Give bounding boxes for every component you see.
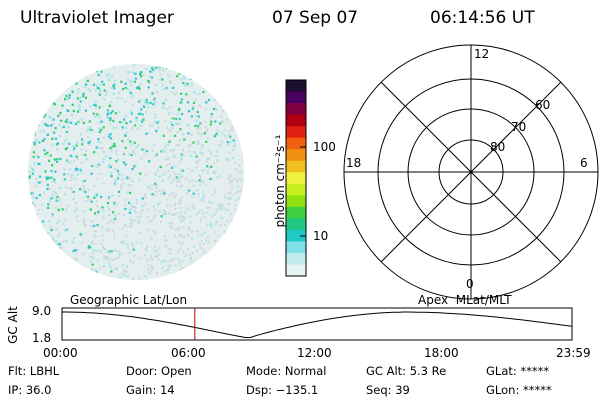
colorbar-segment [286,229,306,243]
colorbar-segment [286,195,306,208]
lat-label-80: 80 [490,140,506,154]
colorbar-segment [286,149,306,162]
colorbar-segment [286,264,306,277]
gc-alt-info: GC Alt: 5.3 Re [366,364,447,378]
y-tick-bottom: 1.8 [32,331,52,345]
mlt-label-18: 18 [346,156,362,170]
colorbar-segment [286,183,306,196]
apex-title: Apex MLat/MLT [418,293,512,307]
x-tick-0600: 06:00 [171,346,206,360]
filter-info: Flt: LBHL [8,364,60,378]
ip-info: IP: 36.0 [8,383,52,397]
x-tick-1200: 12:00 [297,346,332,360]
date-label: 07 Sep 07 [272,8,359,28]
colorbar-segment [286,91,306,104]
mlt-label-6: 6 [580,156,588,170]
colorbar-segment [286,172,306,185]
colorbar [285,79,307,277]
gc-alt-axis-label: GC Alt [6,306,20,344]
colorbar-segment [286,218,306,231]
colorbar-segment [286,160,306,173]
lat-label-60: 60 [535,98,551,112]
colorbar-segment [286,252,306,266]
colorbar-segment [286,206,306,219]
colorbar-ticks [300,146,306,237]
mlt-label-0: 0 [466,277,474,291]
mode-info: Mode: Normal [246,364,327,378]
time-label: 06:14:56 UT [430,8,535,28]
colorbar-unit-label: photon cm⁻²s⁻¹ [273,134,287,228]
colorbar-segment [286,114,306,127]
colorbar-tick-100: 100 [313,140,336,154]
colorbar-segment [286,137,306,150]
seq-info: Seq: 39 [366,383,410,397]
glat-info: GLat: ***** [486,364,550,378]
lat-label-70: 70 [511,120,527,134]
y-tick-top: 9.0 [32,304,52,318]
glon-info: GLon: ***** [486,383,552,397]
colorbar-segment [286,126,306,139]
mlt-label-12: 12 [474,47,490,61]
colorbar-segment [286,80,306,93]
x-tick-1800: 18:00 [424,346,459,360]
polar-grid [343,44,599,300]
colorbar-tick-10: 10 [313,229,329,243]
dsp-info: Dsp: −135.1 [246,383,319,397]
x-tick-2359: 23:59 [556,346,591,360]
gain-info: Gain: 14 [126,383,175,397]
door-info: Door: Open [126,364,192,378]
geographic-title: Geographic Lat/Lon [70,293,188,307]
colorbar-segment [286,241,306,254]
instrument-title: Ultraviolet Imager [20,8,174,28]
uv-image-disc [28,64,244,280]
orbit-altitude-panel [61,307,573,341]
x-tick-0000: 00:00 [43,346,78,360]
colorbar-segment [286,103,306,116]
